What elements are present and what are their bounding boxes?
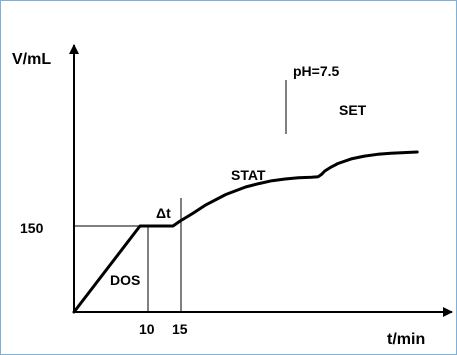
annotation-set: SET bbox=[339, 102, 367, 118]
annotation-delta-t: Δt bbox=[156, 205, 171, 221]
annotation-stat: STAT bbox=[231, 167, 266, 183]
data-series-line bbox=[72, 150, 419, 314]
annotation-ph: pH=7.5 bbox=[293, 63, 340, 79]
annotation-dos: DOS bbox=[110, 272, 140, 288]
y-axis-label: V/mL bbox=[12, 51, 51, 68]
y-tick-label-150: 150 bbox=[20, 220, 44, 236]
x-tick-label-10: 10 bbox=[139, 321, 155, 337]
x-tick-label-15: 15 bbox=[172, 321, 188, 337]
x-axis-label: t/min bbox=[387, 331, 425, 348]
